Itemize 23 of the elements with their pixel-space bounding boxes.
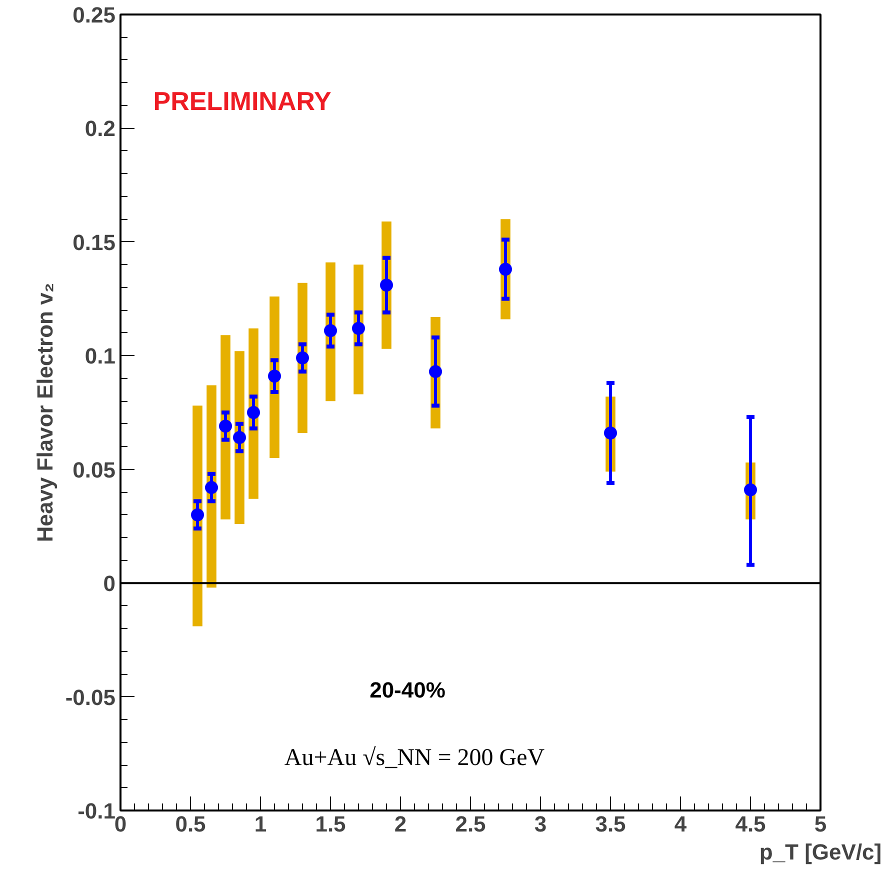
- annotation: 20-40%: [370, 677, 446, 702]
- x-tick-label: 3: [534, 812, 547, 836]
- y-tick-label: 0.25: [72, 2, 116, 28]
- x-tick-label: 2.5: [455, 812, 486, 836]
- x-tick-label: 4.5: [735, 812, 766, 836]
- x-tick-label: 3.5: [595, 812, 626, 836]
- x-tick-label: 1: [254, 812, 267, 836]
- x-tick-label: 4: [674, 812, 688, 836]
- y-tick-label: -0.05: [65, 684, 116, 710]
- annotation: Au+Au √s_NN = 200 GeV: [284, 745, 546, 772]
- y-tick-label: -0.1: [78, 798, 116, 824]
- y-tick-label: 0.2: [84, 116, 116, 142]
- annotation: PRELIMINARY: [153, 86, 332, 116]
- x-tick-label: 5: [814, 812, 827, 836]
- x-tick-label: 1.5: [315, 812, 346, 836]
- y-tick-label: 0.1: [84, 344, 116, 369]
- x-tick-label: 2: [394, 812, 407, 836]
- x-tick-label: 0.5: [175, 812, 206, 836]
- x-axis-title: p_T [GeV/c]: [759, 840, 882, 864]
- y-tick-label: 0: [103, 571, 116, 596]
- y-tick-label: 0.15: [72, 230, 116, 255]
- y-tick-label: 0.05: [72, 457, 116, 482]
- y-axis-title: Heavy Flavor Electron v₂: [32, 282, 58, 542]
